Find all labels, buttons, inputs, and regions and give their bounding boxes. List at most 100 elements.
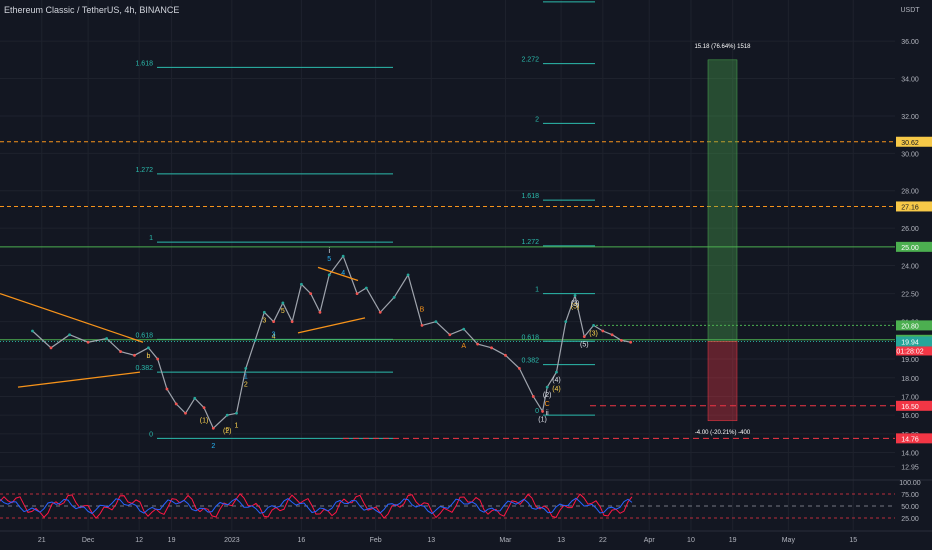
wave-label: (5) [571,303,580,310]
wave-label: 1 [235,422,239,429]
price-candles [31,254,633,430]
fib-level-label: 0.382 [521,358,539,365]
price-point [193,396,197,400]
wave-label: ii [546,410,550,417]
price-point [235,411,238,415]
time-tick-label: 22 [599,537,607,544]
price-point [531,395,535,398]
wave-label: (1) [538,416,547,423]
fib-level-label: 2.618 [521,0,539,2]
wave-label: (5) [580,342,589,349]
price-point [517,367,521,370]
price-tick-label: 19.00 [901,357,919,364]
price-point [420,323,424,327]
price-point [309,292,313,296]
wave-label: (3) [589,330,598,337]
price-point [601,329,605,333]
price-point [564,320,568,324]
time-tick-label: 12 [135,537,143,544]
wave-label: 3 [262,317,266,324]
wave-label: B [420,306,425,313]
wave-label: C [545,401,550,408]
price-point [610,333,614,337]
price-tick-label: 30.00 [901,151,919,158]
price-point [476,342,480,346]
price-point [202,406,206,410]
wave-label: 3 [272,332,276,339]
price-point [490,346,493,350]
price-tick-label: 26.00 [901,226,919,233]
price-point [272,320,276,324]
price-tick-label: 36.00 [901,39,919,46]
elliott-wave-labels: bc12345(1)(2)(3)(4)(5)12345ABCiii(1)(2)(… [146,248,597,450]
fib-level-label: 1.618 [521,193,539,200]
fib-level-label: 2 [535,116,539,123]
price-point [341,254,345,258]
time-tick-label: Mar [499,537,512,544]
fib-level-label: 1.272 [521,239,539,246]
time-tick-label: 10 [687,537,695,544]
price-point [174,402,178,406]
price-point [133,353,136,357]
price-point [378,310,382,314]
price-point [262,310,266,314]
price-point [253,338,257,342]
wave-label: 2 [211,443,215,450]
price-level-badge-label: 27.16 [901,204,919,211]
fib-level-label: 1.618 [135,60,153,67]
rsi-signal-line [0,497,633,515]
price-point [119,350,122,353]
price-tick-label: 34.00 [901,77,919,84]
price-point [582,335,586,339]
wave-label: (4) [552,386,561,393]
price-point [629,340,633,344]
time-tick-label: 13 [557,537,565,544]
price-point [406,273,410,277]
position-stop-label: -4.00 (-20.21%) -400 [695,430,751,436]
price-tick-label: 12.95 [901,465,919,472]
price-point [211,426,215,430]
time-axis: 21 Dec 12 19 2023 16 Feb 13 Mar 13 22 Apr 10 19 May 15 [0,530,932,544]
wave-label: b [146,353,150,360]
time-tick-label: Feb [370,537,382,544]
time-tick-label: 2023 [224,537,240,544]
position-target-label: 15.18 (76.64%) 1518 [694,44,751,50]
price-tick-label: 32.00 [901,114,919,121]
wave-label: (1) [200,418,209,425]
wave-label: 5 [327,256,331,263]
wave-label: (2) [223,428,232,435]
price-point [592,323,595,327]
price-point [327,273,331,277]
wave-label: 2 [244,381,248,388]
countdown-label: 01:28:02 [896,348,923,355]
price-point [105,337,109,340]
price-point [49,346,53,350]
wave-label: (2) [543,392,552,399]
price-point [146,346,150,350]
fib-level-label: 1.272 [135,167,153,174]
rsi-pane: 100.00 75.00 50.00 25.00 [0,479,932,523]
fib-level-label: 1 [149,235,153,242]
price-point [364,286,368,290]
price-point [244,367,248,370]
price-point [86,340,90,344]
wave-label: (3) [571,300,580,307]
time-tick-label: 13 [427,537,435,544]
fib-level-label: 1 [535,287,539,294]
price-point [281,301,285,305]
price-level-badge-label: 14.76 [901,436,919,443]
price-point [355,292,359,296]
wave-label: 1 [244,373,248,380]
price-level-badge [896,241,932,252]
wave-label: 4 [272,334,276,341]
price-point [619,338,623,342]
price-tick-label: 22.50 [901,292,919,299]
rsi-tick-label: 100.00 [899,480,921,487]
price-point [156,357,160,361]
price-level-badge-label: 16.50 [901,404,919,411]
price-point [573,294,577,297]
wave-label: A [461,343,466,350]
price-tick-label: 14.00 [901,451,919,458]
countdown-badge [896,346,932,356]
